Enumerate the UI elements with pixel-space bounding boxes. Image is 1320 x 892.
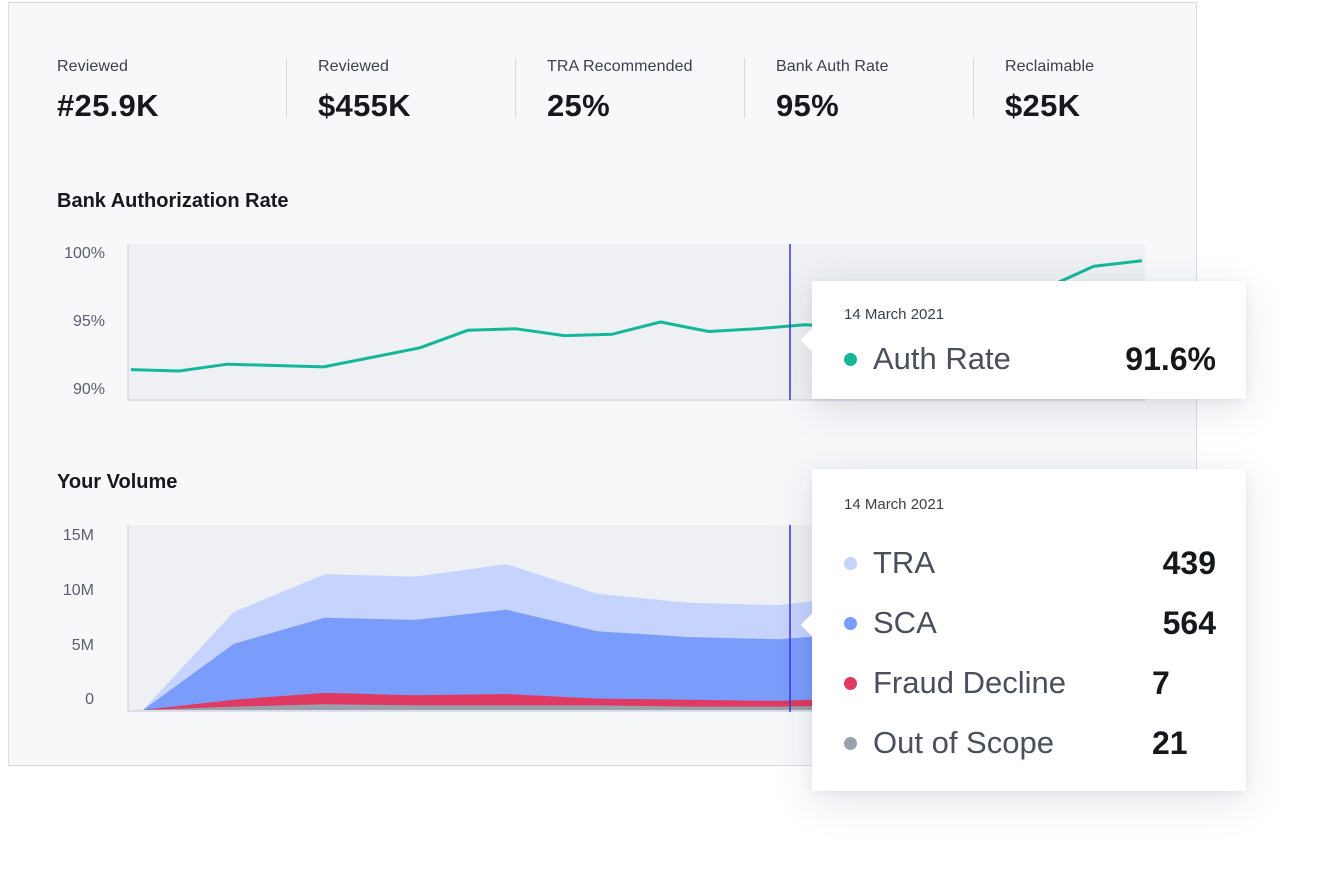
metric-reviewed-count: Reviewed #25.9K <box>57 58 159 124</box>
metric-label: Reclaimable <box>1005 58 1095 75</box>
metric-divider <box>286 58 287 118</box>
metric-value: $25K <box>1005 88 1081 123</box>
tooltip-row-value: 21 <box>1152 724 1188 761</box>
metric-label: Reviewed <box>318 58 390 75</box>
out-of-scope-dot <box>844 736 857 750</box>
metric-reclaimable: Reclaimable $25K <box>1005 58 1094 124</box>
metric-label: Bank Auth Rate <box>776 58 889 75</box>
metric-value: 25% <box>547 88 610 123</box>
tooltip-row-label: Auth Rate <box>873 341 1011 376</box>
tooltip-date: 14 March 2021 <box>844 306 945 323</box>
auth-rate-dot <box>844 352 857 366</box>
metric-value: $455K <box>318 88 411 123</box>
tooltip-row-sca: SCA 564 <box>844 603 1216 643</box>
auth-y-tick: 90% <box>72 381 105 398</box>
volume-y-tick: 0 <box>85 691 94 708</box>
auth-rate-tooltip: 14 March 2021 Auth Rate 91.6% <box>800 281 1246 399</box>
volume-y-tick: 5M <box>71 637 94 654</box>
metric-value: #25.9K <box>57 88 159 123</box>
tooltip-row-label: Out of Scope <box>873 725 1054 760</box>
metric-divider <box>973 58 974 118</box>
metric-divider <box>744 58 745 118</box>
metric-bank-auth-rate: Bank Auth Rate 95% <box>776 58 889 124</box>
tooltip-row-label: SCA <box>873 605 937 640</box>
tooltip-row-out-of-scope: Out of Scope 21 <box>844 723 1216 763</box>
tooltip-row-label: Fraud Decline <box>873 665 1066 700</box>
metric-tra-recommended: TRA Recommended 25% <box>547 58 693 124</box>
metric-label: TRA Recommended <box>547 58 693 75</box>
tooltip-row-fraud-decline: Fraud Decline 7 <box>844 663 1216 703</box>
tooltip-row-value: 564 <box>1162 604 1216 641</box>
auth-y-tick: 100% <box>64 245 105 262</box>
tooltip-row-label: TRA <box>873 545 935 580</box>
metric-value: 95% <box>776 88 839 123</box>
volume-tooltip: 14 March 2021 TRA 439 SCA 564 Fraud Decl… <box>800 469 1246 791</box>
tooltip-row-tra: TRA 439 <box>844 543 1216 583</box>
tooltip-date: 14 March 2021 <box>844 496 945 513</box>
tra-dot <box>844 556 857 570</box>
tooltip-row: Auth Rate 91.6% <box>844 339 1216 379</box>
volume-y-tick: 10M <box>62 582 94 599</box>
tooltip-row-value: 91.6% <box>1125 340 1216 377</box>
metric-label: Reviewed <box>57 58 129 75</box>
sca-dot <box>844 616 857 630</box>
tooltip-row-value: 7 <box>1152 664 1170 701</box>
volume-y-tick: 15M <box>62 527 94 544</box>
auth-y-tick: 95% <box>72 313 105 330</box>
metric-divider <box>515 58 516 118</box>
metric-reviewed-amount: Reviewed $455K <box>318 58 411 124</box>
auth-chart-title: Bank Authorization Rate <box>57 190 289 212</box>
volume-chart-title: Your Volume <box>57 471 178 493</box>
fraud-decline-dot <box>844 676 857 690</box>
tooltip-row-value: 439 <box>1162 544 1216 581</box>
